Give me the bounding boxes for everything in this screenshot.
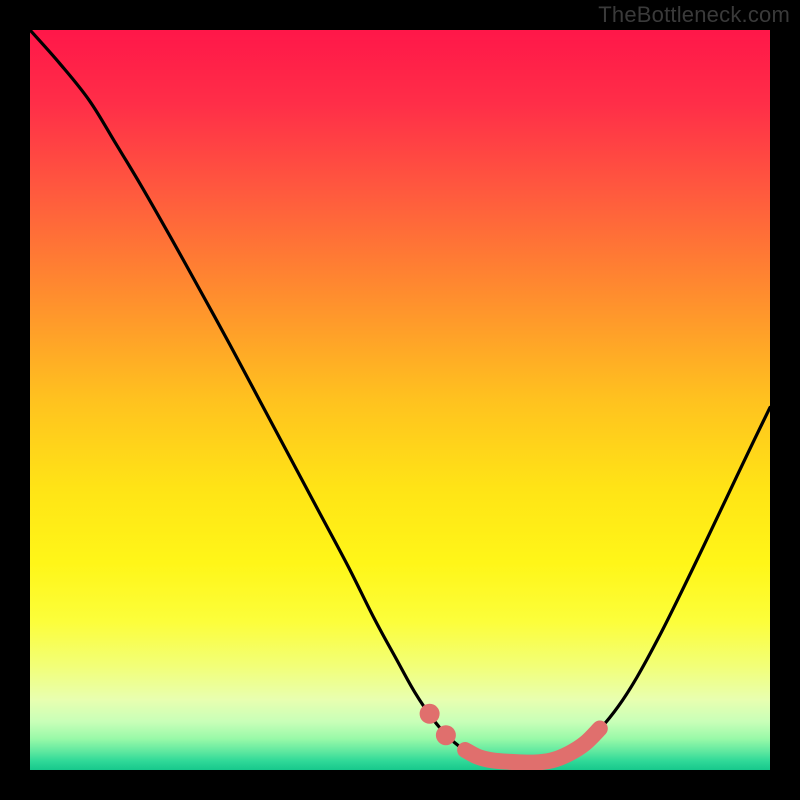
highlight-dot bbox=[436, 725, 456, 745]
plot-area bbox=[30, 30, 770, 770]
chart-svg bbox=[30, 30, 770, 770]
chart-container: { "watermark": { "text": "TheBottleneck.… bbox=[0, 0, 800, 800]
highlight-dot bbox=[420, 704, 440, 724]
watermark-text: TheBottleneck.com bbox=[598, 2, 790, 28]
gradient-background bbox=[30, 30, 770, 770]
